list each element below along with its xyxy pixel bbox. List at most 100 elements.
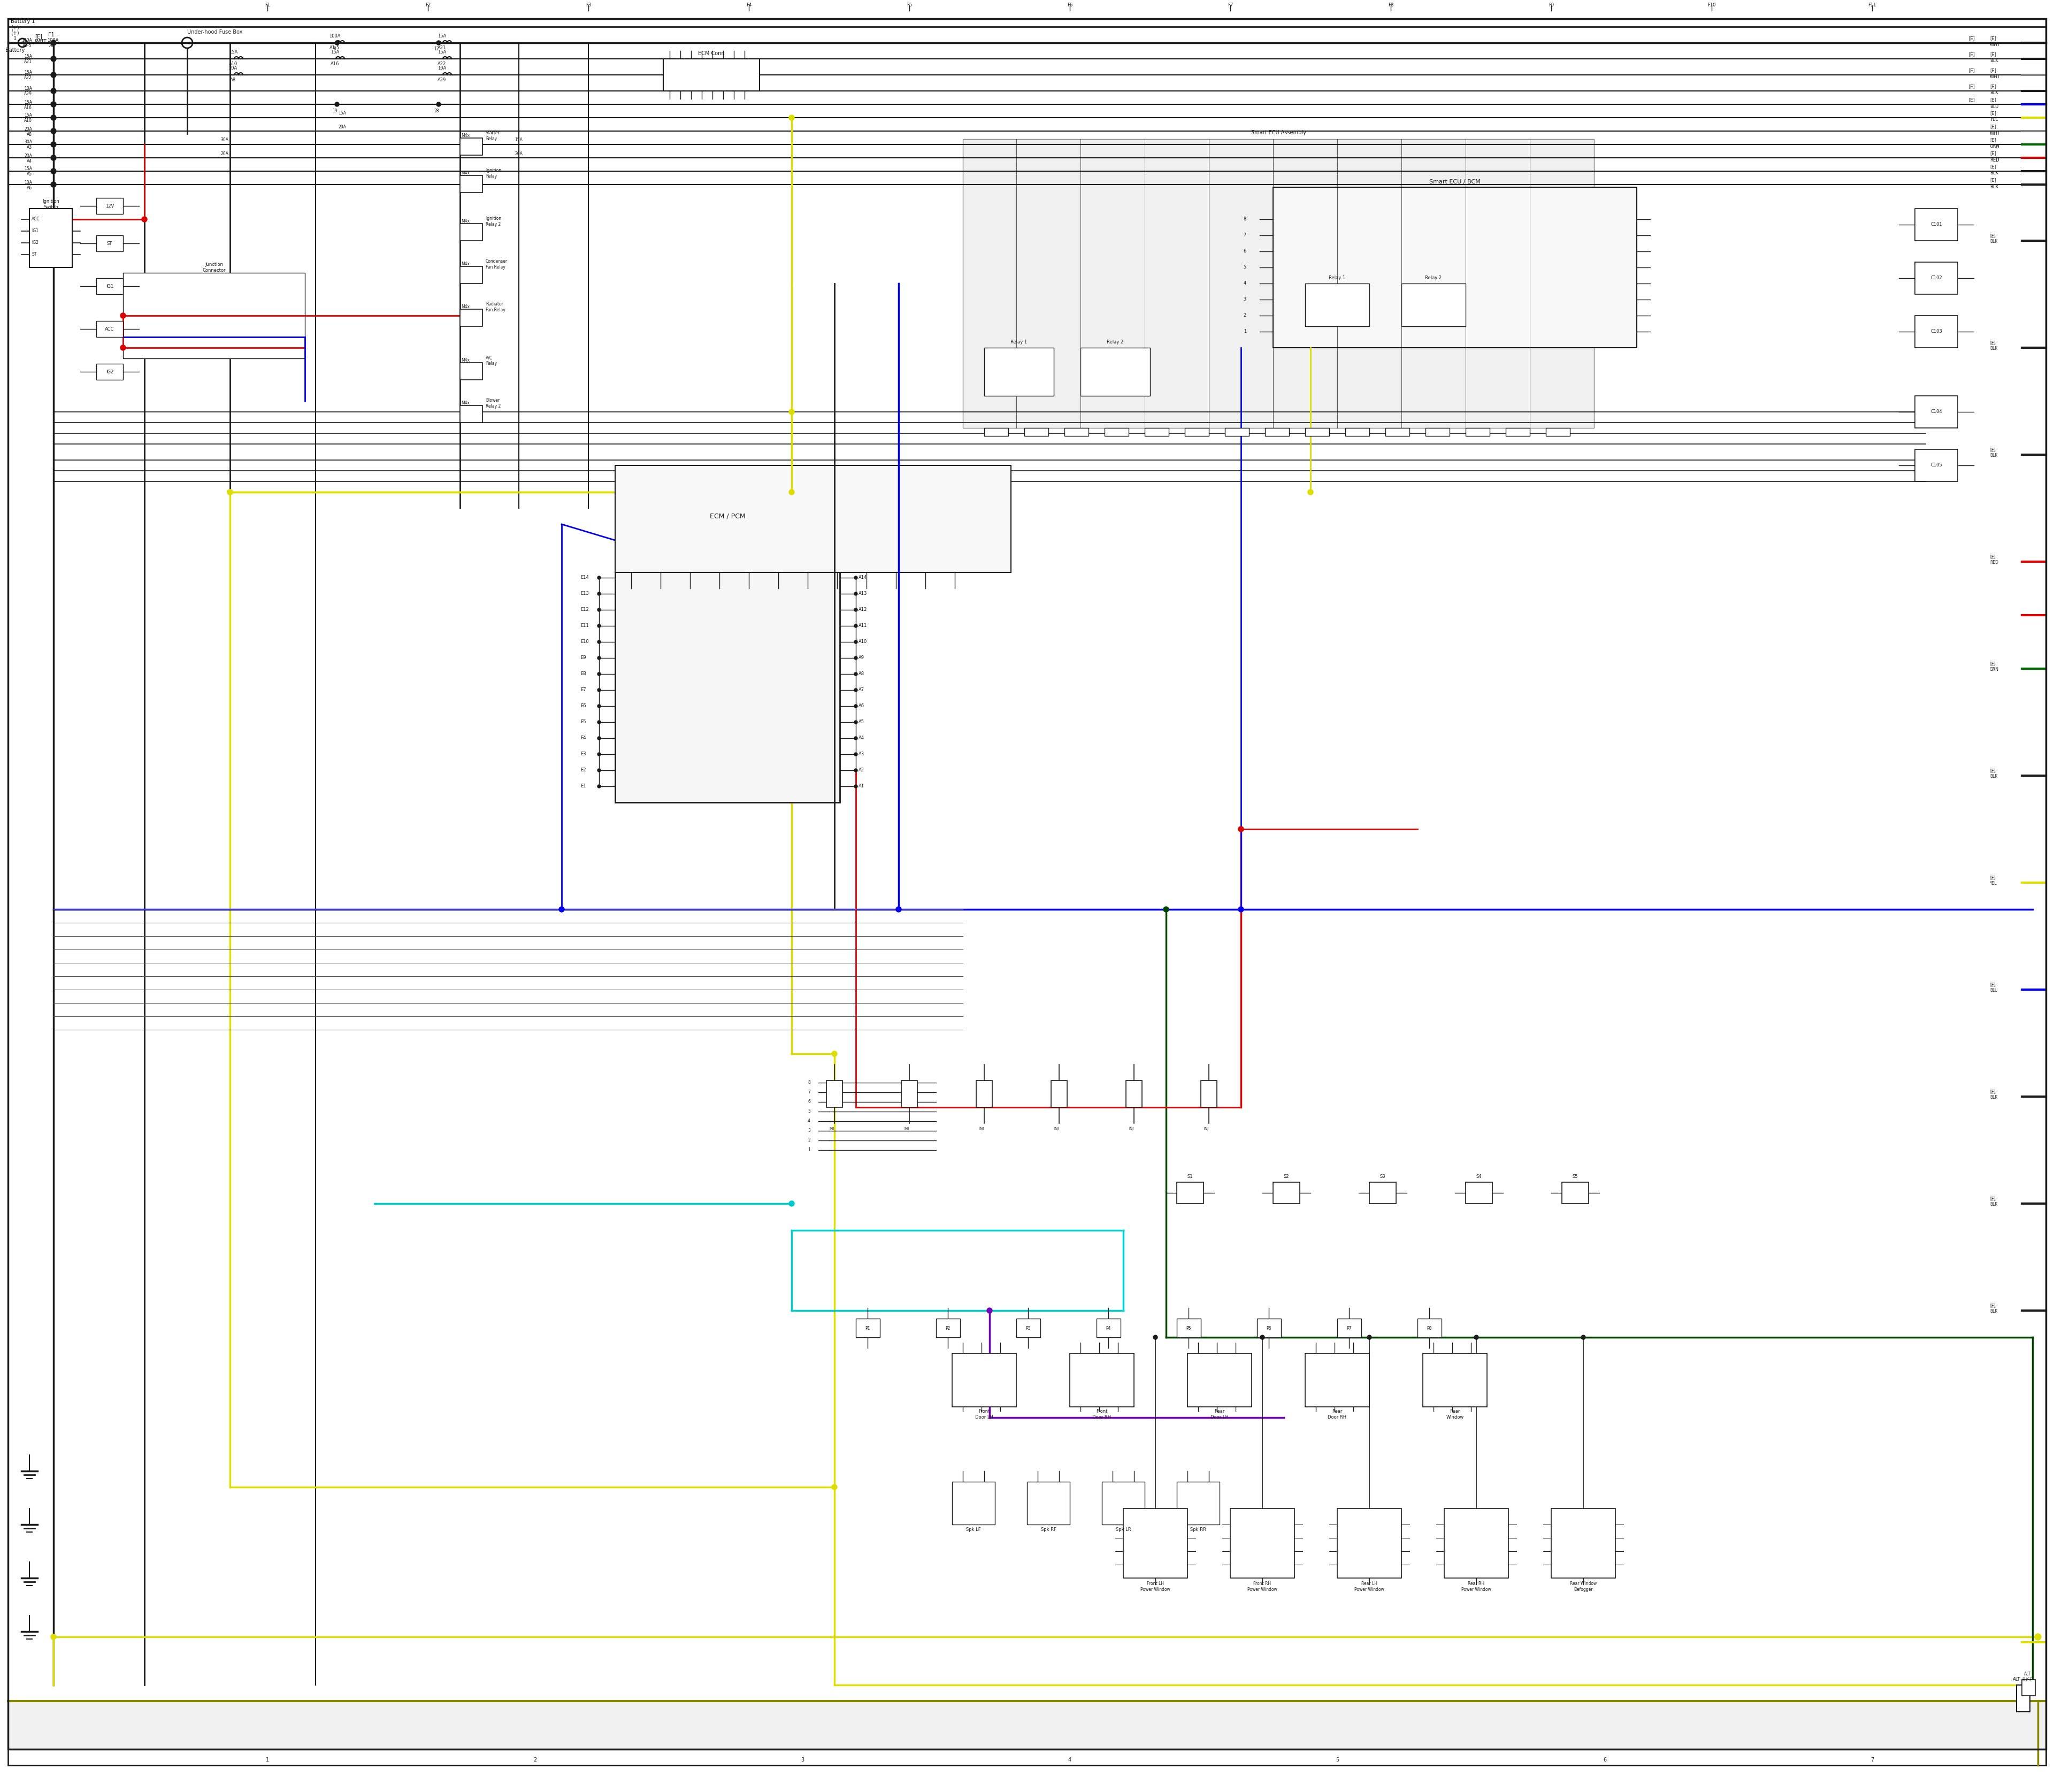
Bar bbox=[1052, 1081, 1068, 1107]
Circle shape bbox=[854, 688, 857, 692]
Circle shape bbox=[598, 688, 600, 692]
Text: E9: E9 bbox=[581, 656, 585, 661]
Bar bbox=[1561, 1183, 1588, 1204]
Circle shape bbox=[1152, 1335, 1158, 1339]
Text: A22: A22 bbox=[25, 75, 33, 81]
Text: 2: 2 bbox=[807, 1138, 811, 1143]
Text: A5: A5 bbox=[27, 172, 33, 177]
Bar bbox=[1304, 1353, 1370, 1407]
Text: [E]: [E] bbox=[1990, 165, 1996, 168]
Text: A1-5: A1-5 bbox=[23, 43, 33, 48]
Text: Front LH
Power Window: Front LH Power Window bbox=[1140, 1581, 1171, 1591]
Circle shape bbox=[1582, 1335, 1586, 1339]
Text: Junction
Connector: Junction Connector bbox=[203, 262, 226, 272]
Text: A13: A13 bbox=[859, 591, 867, 597]
Bar bbox=[984, 348, 1054, 396]
Text: [E]: [E] bbox=[1990, 124, 1996, 129]
Circle shape bbox=[1261, 1335, 1265, 1339]
Circle shape bbox=[789, 1201, 795, 1206]
Text: [E]: [E] bbox=[1968, 68, 1974, 73]
Text: 2: 2 bbox=[1243, 314, 1247, 317]
Circle shape bbox=[854, 656, 857, 659]
Text: 100A: 100A bbox=[47, 38, 60, 43]
Text: Relay 2: Relay 2 bbox=[1425, 276, 1442, 281]
Circle shape bbox=[598, 753, 600, 756]
Text: INJ: INJ bbox=[1204, 1127, 1208, 1131]
Text: [E]: [E] bbox=[1968, 97, 1974, 102]
Circle shape bbox=[598, 575, 600, 579]
Text: [E]
BLU: [E] BLU bbox=[1990, 982, 1999, 993]
Text: INJ: INJ bbox=[830, 1127, 834, 1131]
Circle shape bbox=[896, 907, 902, 912]
Text: Under-hood Fuse Box: Under-hood Fuse Box bbox=[187, 29, 242, 34]
Text: 15A: 15A bbox=[25, 70, 33, 75]
Bar bbox=[663, 59, 760, 91]
Text: E5: E5 bbox=[581, 720, 585, 724]
Bar bbox=[1185, 428, 1210, 435]
Circle shape bbox=[854, 737, 857, 740]
Text: INJ: INJ bbox=[1128, 1127, 1134, 1131]
Text: 15A: 15A bbox=[25, 54, 33, 59]
Text: A3: A3 bbox=[27, 145, 33, 151]
Text: F3: F3 bbox=[585, 4, 592, 7]
Text: 10A: 10A bbox=[438, 66, 446, 72]
Text: Front RH
Power Window: Front RH Power Window bbox=[1247, 1581, 1278, 1591]
Bar bbox=[460, 224, 483, 240]
Text: F7: F7 bbox=[1228, 4, 1232, 7]
Bar bbox=[902, 1081, 918, 1107]
Bar bbox=[1017, 1319, 1041, 1337]
Bar bbox=[29, 208, 72, 267]
Text: A1: A1 bbox=[859, 783, 865, 788]
Bar bbox=[97, 321, 123, 337]
Text: 15A: 15A bbox=[25, 100, 33, 104]
Text: A8: A8 bbox=[230, 77, 236, 82]
Text: ST: ST bbox=[107, 240, 113, 246]
Text: Ignition
Switch: Ignition Switch bbox=[43, 199, 60, 210]
Text: P7: P7 bbox=[1347, 1326, 1352, 1331]
Text: F6: F6 bbox=[1066, 4, 1072, 7]
Bar bbox=[1506, 428, 1530, 435]
Text: P5: P5 bbox=[1185, 1326, 1191, 1331]
Text: [E]
BLK: [E] BLK bbox=[1990, 1303, 1996, 1314]
Text: IG1: IG1 bbox=[107, 283, 113, 289]
Bar bbox=[1467, 428, 1489, 435]
Text: BLK: BLK bbox=[1990, 91, 1999, 95]
Bar bbox=[976, 1081, 992, 1107]
Circle shape bbox=[832, 1484, 838, 1489]
Text: E6: E6 bbox=[581, 704, 585, 708]
Bar bbox=[984, 428, 1009, 435]
Text: 12V: 12V bbox=[105, 204, 115, 208]
Bar bbox=[1337, 1509, 1401, 1579]
Circle shape bbox=[51, 142, 55, 147]
Bar bbox=[1187, 1353, 1251, 1407]
Text: 7: 7 bbox=[1243, 233, 1247, 238]
Text: P4: P4 bbox=[1105, 1326, 1111, 1331]
Text: A4: A4 bbox=[27, 159, 33, 163]
Bar bbox=[1401, 283, 1467, 326]
Bar bbox=[1265, 428, 1290, 435]
Circle shape bbox=[51, 56, 55, 61]
Text: A12: A12 bbox=[859, 607, 867, 613]
Text: F5: F5 bbox=[906, 4, 912, 7]
Text: 12: 12 bbox=[433, 47, 440, 52]
Text: Spk LF: Spk LF bbox=[965, 1527, 982, 1532]
Text: S3: S3 bbox=[1380, 1174, 1386, 1179]
Text: M4x: M4x bbox=[460, 170, 470, 176]
Text: [E]: [E] bbox=[1968, 52, 1974, 57]
Text: M4x: M4x bbox=[460, 305, 470, 310]
Text: 7: 7 bbox=[1871, 1758, 1873, 1763]
Text: F10: F10 bbox=[1707, 4, 1715, 7]
Text: GRN: GRN bbox=[1990, 143, 2001, 149]
Bar bbox=[460, 267, 483, 283]
Bar bbox=[97, 364, 123, 380]
Text: 30A: 30A bbox=[25, 140, 33, 145]
Text: [E]: [E] bbox=[1990, 97, 1996, 102]
Bar bbox=[1547, 428, 1569, 435]
Text: Spk RR: Spk RR bbox=[1189, 1527, 1206, 1532]
Text: 4: 4 bbox=[1068, 1758, 1072, 1763]
Text: 5: 5 bbox=[1243, 265, 1247, 271]
Text: 1: 1 bbox=[1243, 330, 1247, 333]
Bar bbox=[1177, 1482, 1220, 1525]
Text: Rear RH
Power Window: Rear RH Power Window bbox=[1460, 1581, 1491, 1591]
Text: F1: F1 bbox=[47, 32, 53, 38]
